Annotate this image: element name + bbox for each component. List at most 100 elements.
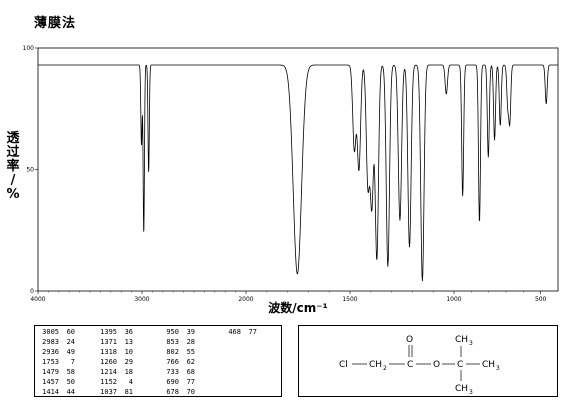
peak-transmittance: 29: [124, 358, 133, 366]
ir-spectrum-chart: 0 50 100 4000 3000 2000 1500 1000 500 波数/cm⁻¹: [23, 45, 559, 315]
peak-wavenumber: 1214: [100, 368, 117, 376]
subscript-3: 3: [496, 365, 500, 372]
peak-wavenumber: 468: [228, 328, 241, 336]
x-tick-label: 1500: [342, 296, 357, 303]
x-tick-label: 4000: [30, 296, 45, 303]
subscript-3: 3: [469, 340, 473, 347]
atom-o-carbonyl: O: [406, 335, 413, 345]
atom-cl: Cl: [339, 360, 348, 370]
atom-o-ester: O: [433, 360, 440, 370]
peak-transmittance: 60: [66, 328, 75, 336]
x-ticks: 4000 3000 2000 1500 1000 500: [30, 291, 547, 303]
peak-transmittance: 77: [186, 378, 195, 386]
peak-row: 1152 4: [97, 377, 133, 387]
peak-row: 733 68: [159, 367, 195, 377]
peak-transmittance: 77: [248, 328, 257, 336]
peak-wavenumber: 1457: [42, 378, 59, 386]
peak-row: 766 62: [159, 357, 195, 367]
peak-transmittance: 28: [186, 338, 195, 346]
peak-wavenumber: 1479: [42, 368, 59, 376]
peak-wavenumber: 1395: [100, 328, 117, 336]
peak-wavenumber: 802: [166, 348, 179, 356]
y-ticks: 0 50 100: [23, 45, 38, 295]
y-axis-label-char: 率: [6, 159, 20, 174]
peak-wavenumber: 3005: [42, 328, 59, 336]
peak-wavenumber: 1753: [42, 358, 59, 366]
peak-row: 2936 49: [39, 347, 75, 357]
peak-column: 3005 60 2983 24 2936 49 1753 7 1479 58 1457 50 1414 4…: [39, 327, 75, 397]
atom-c-carbonyl: C: [407, 360, 413, 370]
peak-row: 1395 36: [97, 327, 133, 337]
peak-wavenumber: 1037: [100, 388, 117, 396]
methyl-bottom: CH: [455, 384, 468, 394]
peak-transmittance: 4: [128, 378, 133, 386]
peak-transmittance: 68: [186, 368, 195, 376]
peak-transmittance: 70: [186, 388, 195, 396]
peak-wavenumber: 1318: [100, 348, 117, 356]
peak-transmittance: 18: [124, 368, 133, 376]
x-tick-label: 1000: [446, 296, 461, 303]
peak-transmittance: 36: [124, 328, 133, 336]
x-tick-label: 3000: [134, 296, 149, 303]
peak-transmittance: 10: [124, 348, 133, 356]
x-axis-label: 波数/cm⁻¹: [268, 300, 328, 315]
peak-row: 1371 13: [97, 337, 133, 347]
peak-transmittance: 81: [124, 388, 133, 396]
peak-column: 1395 36 1371 13 1318 10 1260 29 1214 18 1152 4 1037 8…: [97, 327, 133, 397]
subscript-2: 2: [383, 365, 387, 372]
peak-row: 1214 18: [97, 367, 133, 377]
peak-wavenumber: 1414: [42, 388, 59, 396]
peak-row: 1753 7: [39, 357, 75, 367]
subscript-3: 3: [469, 389, 473, 396]
peak-wavenumber: 690: [166, 378, 179, 386]
peak-wavenumber: 2936: [42, 348, 59, 356]
peak-row: 1479 58: [39, 367, 75, 377]
y-axis-label-char: 过: [6, 145, 20, 160]
peak-transmittance: 39: [186, 328, 195, 336]
peak-wavenumber: 1152: [100, 378, 117, 386]
peak-column: 468 77: [221, 327, 257, 337]
peak-wavenumber: 950: [166, 328, 179, 336]
x-tick-label: 2000: [238, 296, 253, 303]
y-axis-label-char: 透: [6, 131, 20, 146]
peak-wavenumber: 678: [166, 388, 179, 396]
y-axis-label-char: %: [6, 187, 20, 202]
peak-row: 2983 24: [39, 337, 75, 347]
method-label: 薄膜法: [34, 16, 77, 31]
peak-wavenumber: 1260: [100, 358, 117, 366]
y-axis-label-char: /: [10, 173, 16, 188]
y-axis-label: 透过率 /%: [2, 132, 24, 202]
methyl-top: CH: [455, 335, 468, 345]
peak-transmittance: 24: [66, 338, 75, 346]
peak-column: 950 39 853 28 802 55 766 62 733 68 690 77 678 70: [159, 327, 195, 397]
peak-transmittance: 58: [66, 368, 75, 376]
peak-row: 853 28: [159, 337, 195, 347]
peak-wavenumber: 766: [166, 358, 179, 366]
peak-row: 678 70: [159, 387, 195, 397]
peak-transmittance: 44: [66, 388, 75, 396]
peak-row: 1318 10: [97, 347, 133, 357]
peak-wavenumber: 1371: [100, 338, 117, 346]
methyl-right: CH: [482, 360, 495, 370]
y-tick-label: 0: [30, 288, 34, 295]
peak-row: 468 77: [221, 327, 257, 337]
peak-transmittance: 49: [66, 348, 75, 356]
peak-row: 802 55: [159, 347, 195, 357]
peak-table: 3005 60 2983 24 2936 49 1753 7 1479 58 1457 50 1414 4…: [34, 325, 282, 397]
peak-wavenumber: 2983: [42, 338, 59, 346]
x-tick-label: 500: [535, 296, 547, 303]
peak-transmittance: 55: [186, 348, 195, 356]
peak-row: 690 77: [159, 377, 195, 387]
peak-row: 3005 60: [39, 327, 75, 337]
peak-transmittance: 50: [66, 378, 75, 386]
y-tick-label: 50: [26, 167, 34, 174]
peak-row: 1260 29: [97, 357, 133, 367]
y-tick-label: 100: [23, 45, 35, 52]
peak-wavenumber: 853: [166, 338, 179, 346]
peak-wavenumber: 733: [166, 368, 179, 376]
atom-ch2: CH: [369, 360, 382, 370]
peak-transmittance: 13: [124, 338, 133, 346]
peak-row: 1457 50: [39, 377, 75, 387]
peak-transmittance: 62: [186, 358, 195, 366]
peak-row: 950 39: [159, 327, 195, 337]
